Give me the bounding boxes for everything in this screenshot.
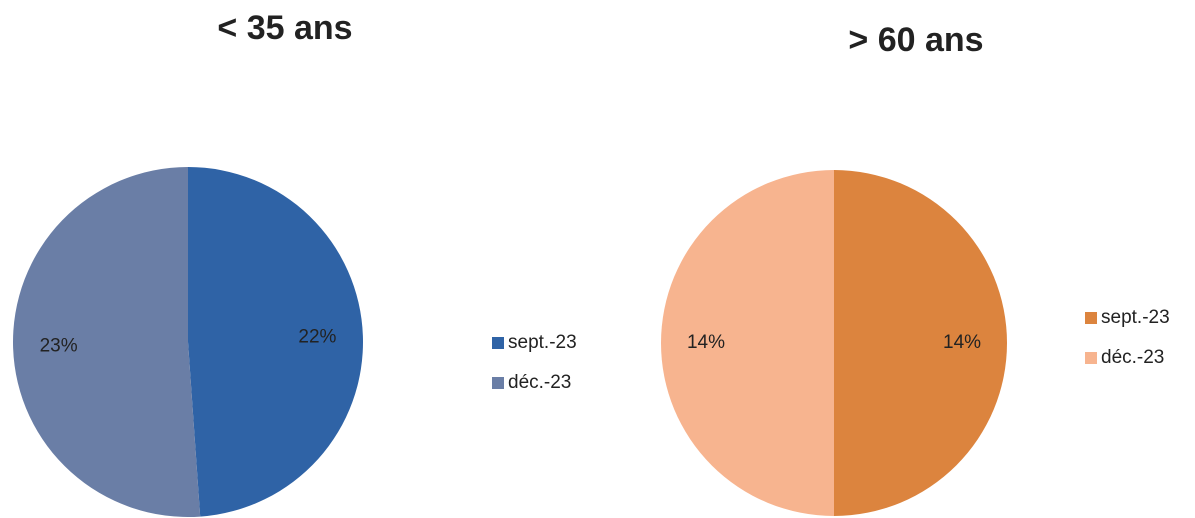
legend-swatch bbox=[1085, 312, 1097, 324]
legend-swatch bbox=[492, 337, 504, 349]
legend-swatch bbox=[1085, 352, 1097, 364]
chart-title: < 35 ans bbox=[217, 9, 352, 47]
data-label: 14% bbox=[943, 332, 981, 353]
pie-slice bbox=[13, 167, 201, 517]
legend-label: sept.-23 bbox=[1101, 307, 1170, 328]
data-label: 14% bbox=[687, 332, 725, 353]
data-label: 23% bbox=[40, 336, 78, 357]
legend-swatch bbox=[492, 377, 504, 389]
data-label: 22% bbox=[298, 326, 336, 347]
legend-label: déc.-23 bbox=[508, 372, 571, 393]
pie-slice bbox=[188, 167, 364, 517]
legend-label: déc.-23 bbox=[1101, 347, 1164, 368]
pie-slice bbox=[834, 170, 1007, 516]
pie-slice bbox=[661, 170, 834, 516]
legend-label: sept.-23 bbox=[508, 332, 577, 353]
chart-title: > 60 ans bbox=[848, 21, 983, 59]
